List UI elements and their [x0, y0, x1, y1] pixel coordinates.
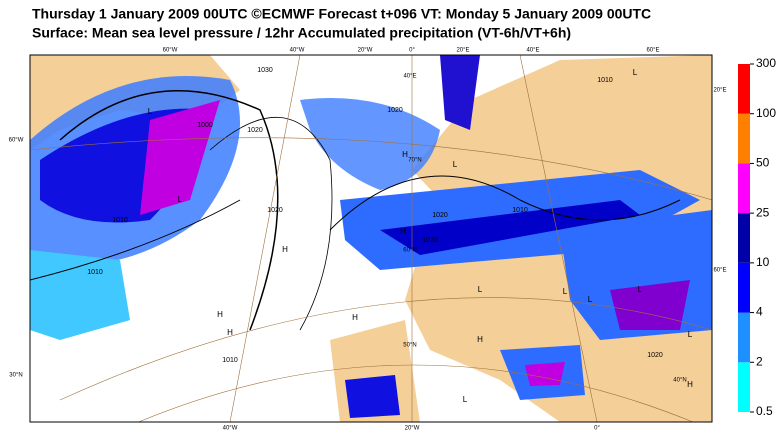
grid-label: 30°N	[9, 373, 22, 379]
isobar-label: 1020	[267, 207, 283, 214]
map-labels: 60°W 40°W 20°W 0° 20°E 40°E 60°E 60°W 40°W 20°W 0°…	[9, 48, 727, 432]
grid-label: 40°W	[290, 48, 305, 54]
pressure-centre: L	[453, 160, 458, 169]
grid-label: 0°	[594, 426, 600, 432]
grid-label: 60°E	[646, 48, 659, 54]
colorbar-segment	[738, 362, 750, 412]
isobar-label: 1020	[387, 107, 403, 114]
pressure-centre: H	[352, 313, 358, 322]
pressure-centre: H	[477, 335, 483, 344]
pressure-centre: L	[463, 395, 468, 404]
grid-label: 60°N	[403, 248, 416, 254]
colorbar-segment	[738, 64, 750, 114]
colorbar-label: 100	[756, 106, 776, 120]
grid-label: 20°E	[713, 88, 726, 94]
colorbar-segment	[738, 213, 750, 263]
isobar-label: 1010	[87, 269, 103, 276]
grid-label: 60°E	[713, 268, 726, 274]
isobar-label: 1020	[422, 237, 438, 244]
pressure-centre: H	[402, 150, 408, 159]
pressure-centre: H	[217, 310, 223, 319]
grid-label: 50°N	[403, 343, 416, 349]
grid-label: 60°W	[163, 48, 178, 54]
pressure-centre: H	[687, 380, 693, 389]
grid-label: 40°E	[403, 74, 416, 80]
isobar-label: 1010	[222, 357, 238, 364]
isobar-label: 1020	[647, 352, 663, 359]
isobar-label: 1020	[432, 212, 448, 219]
colorbar: 0.5 2 4 10 25 50 100 300	[738, 56, 776, 418]
isobar-label: 1010	[112, 217, 128, 224]
pressure-centre: L	[638, 285, 643, 294]
colorbar-label: 10	[756, 255, 770, 269]
pressure-centre: L	[478, 285, 483, 294]
grid-label: 40°E	[526, 48, 539, 54]
colorbar-segment	[738, 113, 750, 164]
pressure-centre: H	[282, 245, 288, 254]
grid-label: 20°W	[358, 48, 373, 54]
colorbar-label: 50	[756, 156, 770, 170]
grid-label: 70°N	[408, 158, 421, 164]
pressure-centre: L	[178, 195, 183, 204]
colorbar-label: 0.5	[756, 404, 773, 418]
pressure-centre: L	[688, 330, 693, 339]
isobar-label: 1030	[257, 67, 273, 74]
grid-label: 40°W	[223, 426, 238, 432]
pressure-centre: H	[400, 227, 406, 236]
grid-label: 20°W	[405, 426, 420, 432]
colorbar-segment	[738, 312, 750, 363]
colorbar-segment	[738, 163, 750, 214]
colorbar-label: 25	[756, 205, 770, 219]
grid-label: 60°W	[9, 138, 24, 144]
title: Thursday 1 January 2009 00UTC ©ECMWF For…	[32, 6, 651, 22]
isobar-label: 1020	[247, 127, 263, 134]
isobar-label: 1010	[597, 77, 613, 84]
pressure-centre: L	[633, 68, 638, 77]
colorbar-label: 300	[756, 56, 776, 70]
pressure-centre: L	[148, 107, 153, 116]
pressure-centre: L	[588, 295, 593, 304]
pressure-centre: L	[563, 287, 568, 296]
grid-label: 40°N	[673, 378, 686, 384]
colorbar-label: 4	[756, 305, 763, 319]
colorbar-label: 2	[756, 354, 763, 368]
colorbar-segment	[738, 262, 750, 313]
pressure-centre: H	[227, 328, 233, 337]
grid-label: 0°	[409, 48, 415, 54]
grid-label: 20°E	[456, 48, 469, 54]
subtitle: Surface: Mean sea level pressure / 12hr …	[32, 25, 571, 41]
isobar-label: 1000	[197, 122, 213, 129]
map-frame	[29, 54, 713, 423]
isobar-label: 1010	[512, 207, 528, 214]
map	[30, 55, 712, 422]
